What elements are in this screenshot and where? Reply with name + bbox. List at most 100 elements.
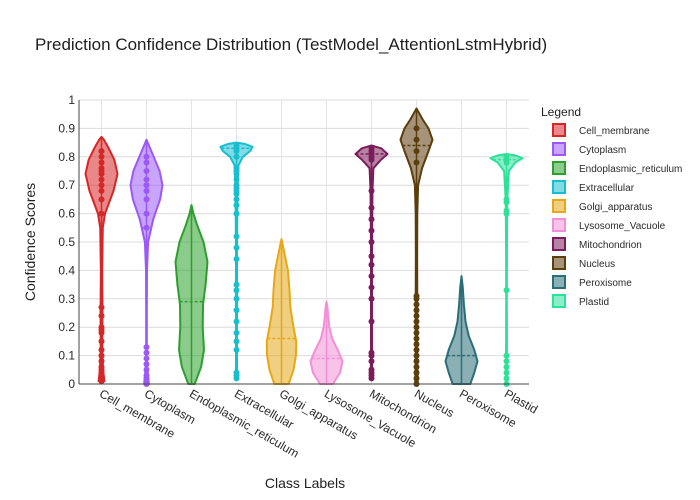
data-point [503, 153, 510, 160]
legend-swatch [552, 218, 566, 232]
data-point [233, 202, 240, 209]
data-point [413, 148, 420, 155]
data-point [413, 324, 420, 331]
data-point [98, 304, 105, 311]
legend-item-Cell_membrane[interactable]: Cell_membrane [552, 123, 650, 137]
data-point [233, 318, 240, 325]
data-point [368, 358, 375, 365]
data-point [413, 312, 420, 319]
data-point [98, 324, 105, 331]
legend-label: Lysosome_Vacuole [579, 221, 666, 232]
legend-swatch [552, 161, 566, 175]
data-point [413, 292, 420, 299]
data-point [413, 136, 420, 143]
legend-swatch [552, 123, 566, 137]
data-point [98, 148, 105, 155]
data-point [233, 287, 240, 294]
data-point [368, 187, 375, 194]
violin-Cytoplasm [129, 138, 164, 387]
legend-item-Nucleus[interactable]: Nucleus [552, 256, 615, 270]
data-point [143, 182, 150, 189]
y-tick-label: 0.1 [58, 349, 75, 363]
legend-item-Golgi_apparatus[interactable]: Golgi_apparatus [552, 199, 652, 213]
data-point [503, 369, 510, 376]
data-point [98, 153, 105, 160]
legend-swatch [552, 142, 566, 156]
data-point [413, 352, 420, 359]
y-tick-label: 0.3 [58, 292, 75, 306]
data-point [413, 329, 420, 336]
legend-item-Endoplasmic_reticulum[interactable]: Endoplasmic_reticulum [552, 161, 682, 175]
y-tick-label: 0.5 [58, 235, 75, 249]
legend-item-Mitochondrion[interactable]: Mitochondrion [552, 237, 642, 251]
data-point [98, 187, 105, 194]
data-point [503, 196, 510, 203]
data-point [143, 176, 150, 183]
legend-swatch [552, 237, 566, 251]
legend-label: Mitochondrion [579, 240, 642, 251]
data-point [143, 344, 150, 351]
y-ticks: 0 0.1 0.2 0.3 0.4 0.5 0.6 0.7 0.8 0.9 1 [58, 93, 75, 391]
legend-item-Extracellular[interactable]: Extracellular [552, 180, 635, 194]
violin-Endoplasmic_reticulum [174, 204, 209, 385]
data-point [413, 375, 420, 382]
data-point [368, 273, 375, 280]
violin-Golgi_apparatus [265, 238, 298, 385]
axes [78, 100, 529, 385]
data-point [143, 187, 150, 194]
legend-item-Lysosome_Vacuole[interactable]: Lysosome_Vacuole [552, 218, 666, 232]
data-point [503, 375, 510, 382]
data-point [503, 207, 510, 214]
legend-label: Endoplasmic_reticulum [579, 164, 682, 175]
data-point [98, 159, 105, 166]
data-point [143, 168, 150, 174]
data-point [233, 338, 240, 345]
legend-item-Plastid[interactable]: Plastid [552, 294, 609, 308]
y-tick-label: 0.6 [58, 207, 75, 221]
data-point [98, 176, 105, 183]
data-point [233, 233, 240, 240]
data-point [98, 346, 105, 353]
legend-swatch [552, 199, 566, 213]
data-point [233, 196, 240, 203]
data-point [233, 307, 240, 314]
y-tick-label: 0 [68, 377, 75, 391]
data-point [98, 338, 105, 345]
data-point [413, 369, 420, 376]
y-tick-label: 0.4 [58, 263, 75, 277]
legend-item-Peroxisome[interactable]: Peroxisome [552, 275, 632, 289]
data-point [233, 176, 240, 183]
x-axis-title: Class Labels [265, 475, 345, 491]
data-point [233, 153, 240, 160]
data-point [143, 361, 150, 368]
x-ticks: Cell_membraneCytoplasmEndoplasmic_reticu… [97, 386, 540, 460]
data-point [98, 352, 105, 359]
data-point [233, 369, 240, 376]
data-point [368, 295, 375, 302]
violin-Mitochondrion [354, 144, 389, 382]
legend-swatch [552, 294, 566, 308]
legend-label: Cytoplasm [579, 145, 626, 156]
data-point [368, 227, 375, 234]
violin-Peroxisome [444, 275, 479, 385]
data-point [413, 358, 420, 365]
data-point [143, 224, 150, 231]
data-point [368, 204, 375, 211]
violin-Cell_membrane [84, 135, 119, 385]
data-point [413, 341, 420, 348]
data-point [233, 165, 240, 172]
legend-item-Cytoplasm[interactable]: Cytoplasm [552, 142, 626, 156]
data-point [503, 287, 510, 294]
data-point [368, 253, 375, 260]
y-tick-label: 0.7 [58, 178, 75, 192]
data-point [368, 284, 375, 291]
data-point [143, 159, 150, 166]
data-point [143, 153, 150, 160]
data-point [413, 307, 420, 314]
data-point [503, 176, 510, 183]
data-point [368, 366, 375, 373]
y-axis-title: Confidence Scores [22, 183, 38, 301]
legend-label: Nucleus [579, 259, 615, 270]
data-point [368, 216, 375, 223]
violin-Extracellular [219, 141, 254, 382]
